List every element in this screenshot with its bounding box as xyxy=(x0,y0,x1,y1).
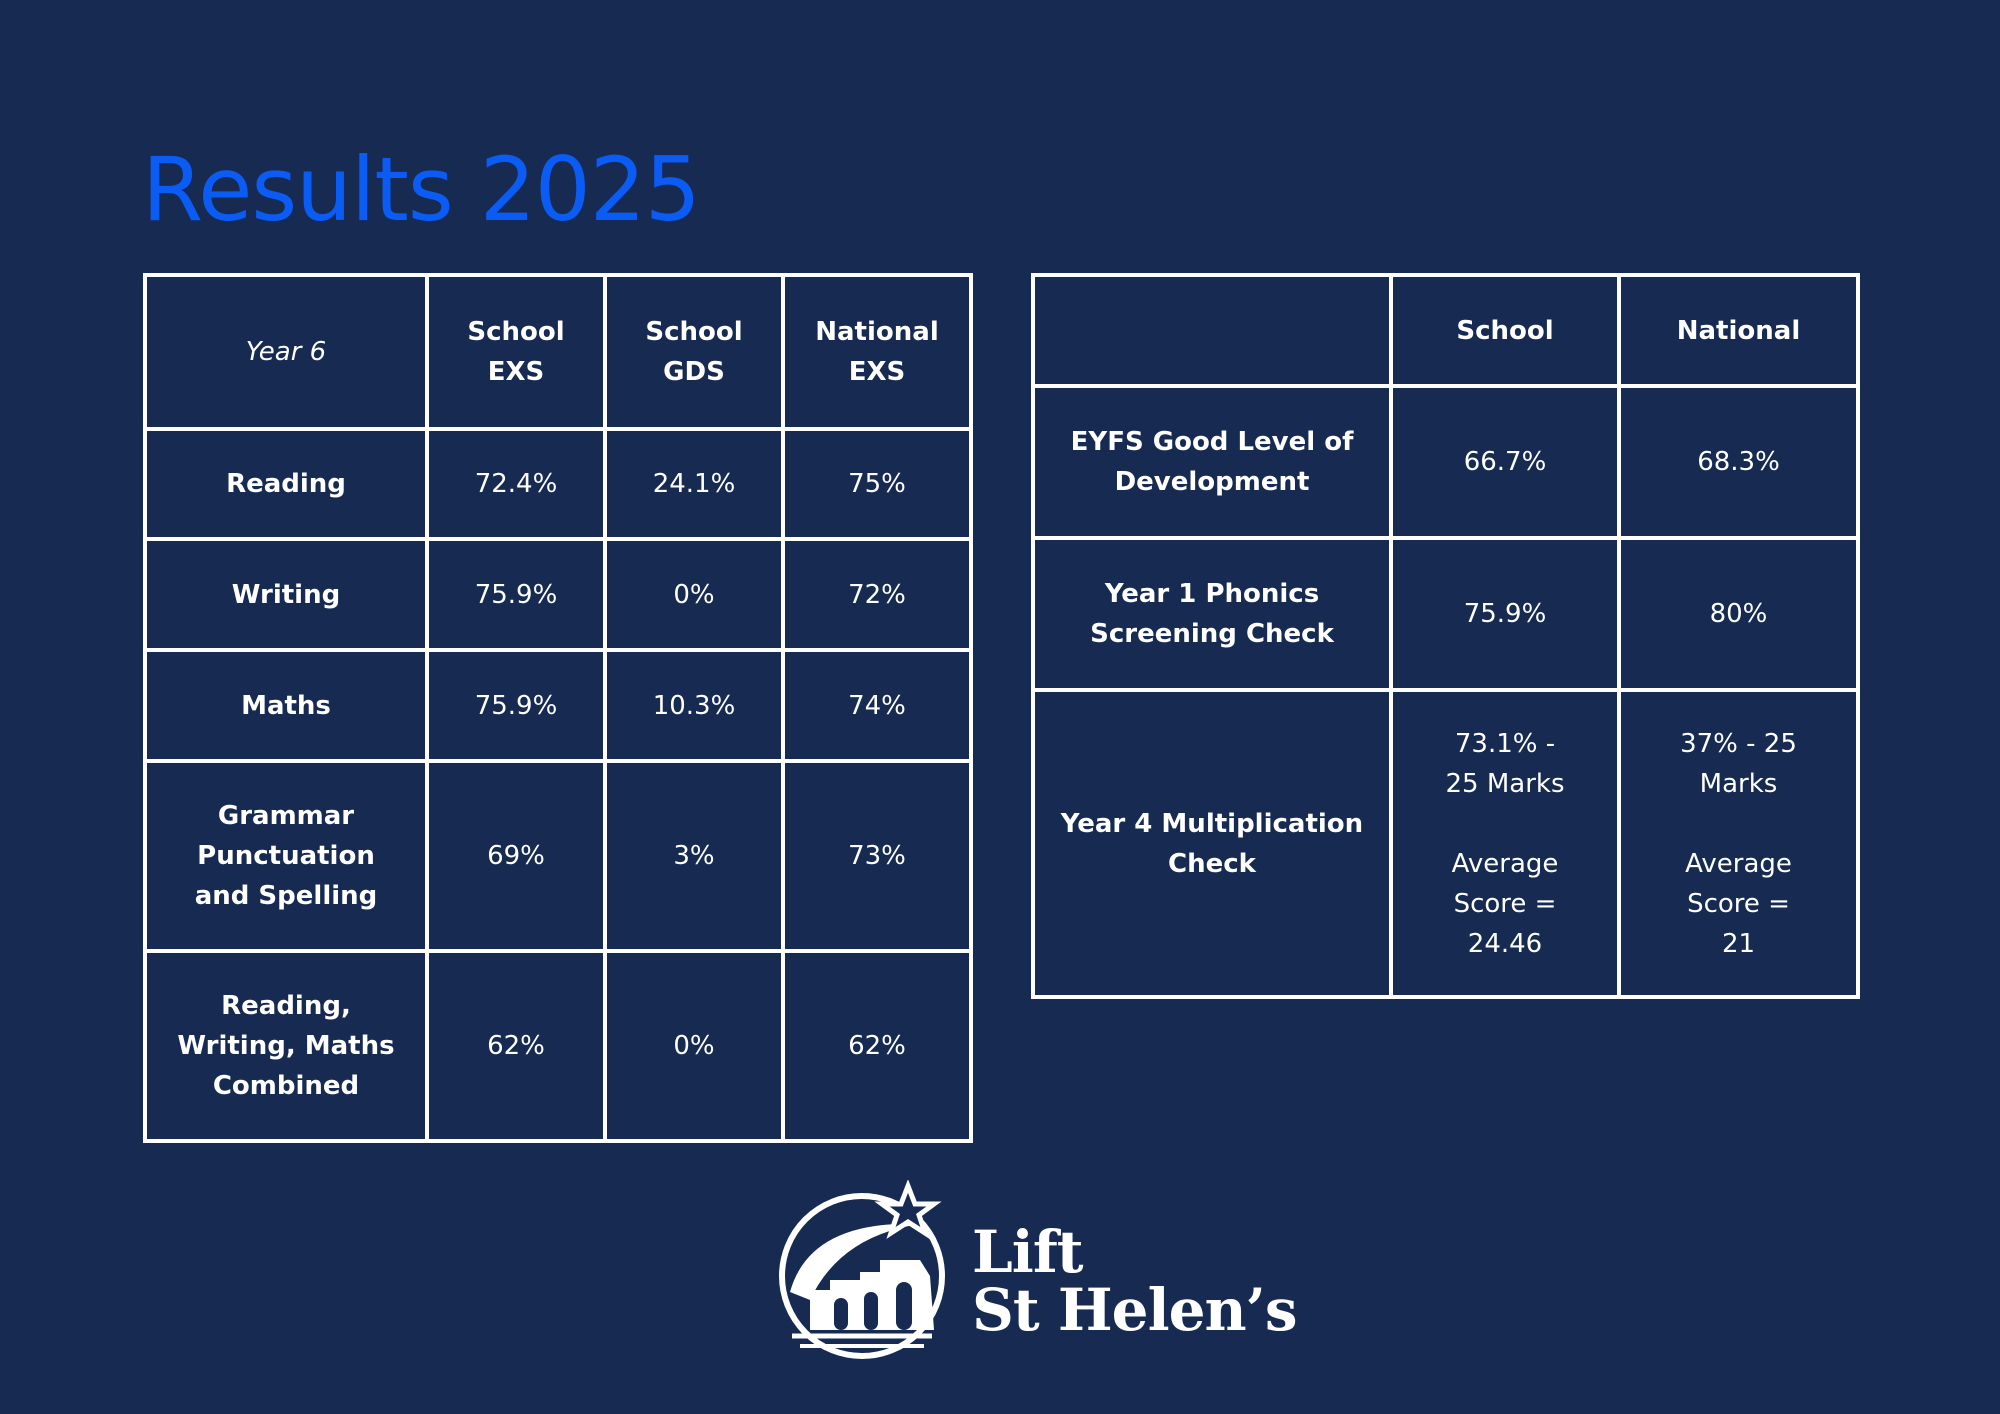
cell: 37% - 25 Marks Average Score = 21 xyxy=(1617,688,1860,999)
cell: 80% xyxy=(1617,536,1860,692)
cell: 75% xyxy=(781,427,973,541)
header-row: School National xyxy=(1031,273,1860,388)
row: Grammar Punctuation and Spelling 69% 3% 73% xyxy=(143,759,973,953)
cell: 0% xyxy=(603,949,785,1143)
row: Year 4 Multiplication Check 73.1% - 25 Ma… xyxy=(1031,688,1860,999)
cell: 66.7% xyxy=(1389,384,1621,540)
row: Reading 72.4% 24.1% 75% xyxy=(143,427,973,541)
row-label: Grammar Punctuation and Spelling xyxy=(143,759,429,953)
header-cell: Year 6 xyxy=(143,273,429,431)
header-cell: School EXS xyxy=(425,273,607,431)
row-label: Year 4 Multiplication Check xyxy=(1031,688,1393,999)
row-label: EYFS Good Level of Development xyxy=(1031,384,1393,540)
row: Maths 75.9% 10.3% 74% xyxy=(143,648,973,763)
other-table: School National EYFS Good Level of Develop… xyxy=(1031,273,1860,999)
cell: 10.3% xyxy=(603,648,785,763)
row-label: Writing xyxy=(143,537,429,652)
row-label: Year 1 Phonics Screening Check xyxy=(1031,536,1393,692)
row-label: Reading, Writing, Maths Combined xyxy=(143,949,429,1143)
header-cell: School GDS xyxy=(603,273,785,431)
cell: 75.9% xyxy=(425,537,607,652)
row: Year 1 Phonics Screening Check 75.9% 80% xyxy=(1031,536,1860,692)
row-label: Maths xyxy=(143,648,429,763)
header-cell: National xyxy=(1617,273,1860,388)
cell: 62% xyxy=(781,949,973,1143)
row: EYFS Good Level of Development 66.7% 68.3% xyxy=(1031,384,1860,540)
row-label: Reading xyxy=(143,427,429,541)
cell: 0% xyxy=(603,537,785,652)
cell: 73.1% - 25 Marks Average Score = 24.46 xyxy=(1389,688,1621,999)
cell: 3% xyxy=(603,759,785,953)
row: Writing 75.9% 0% 72% xyxy=(143,537,973,652)
header-cell: School xyxy=(1389,273,1621,388)
header-cell: National EXS xyxy=(781,273,973,431)
cell: 68.3% xyxy=(1617,384,1860,540)
cell: 72.4% xyxy=(425,427,607,541)
logo-mark xyxy=(779,1179,945,1359)
cell: 62% xyxy=(425,949,607,1143)
title: Results 2025 xyxy=(142,138,701,241)
cell: 75.9% xyxy=(425,648,607,763)
logo-text: St Helen’s xyxy=(972,1276,1298,1344)
cell: 24.1% xyxy=(603,427,785,541)
cell: 72% xyxy=(781,537,973,652)
cell: 74% xyxy=(781,648,973,763)
header-cell xyxy=(1031,273,1393,388)
logo-text: Lift xyxy=(972,1218,1084,1286)
year6-table: Year 6 School EXS School GDS National EXS Re… xyxy=(143,273,973,1143)
cell: 75.9% xyxy=(1389,536,1621,692)
row: Reading, Writing, Maths Combined 62% 0% 62% xyxy=(143,949,973,1143)
cell: 69% xyxy=(425,759,607,953)
cell: 73% xyxy=(781,759,973,953)
header-row: Year 6 School EXS School GDS National EXS xyxy=(143,273,973,431)
logo: Lift St Helen’s xyxy=(770,1179,1298,1374)
